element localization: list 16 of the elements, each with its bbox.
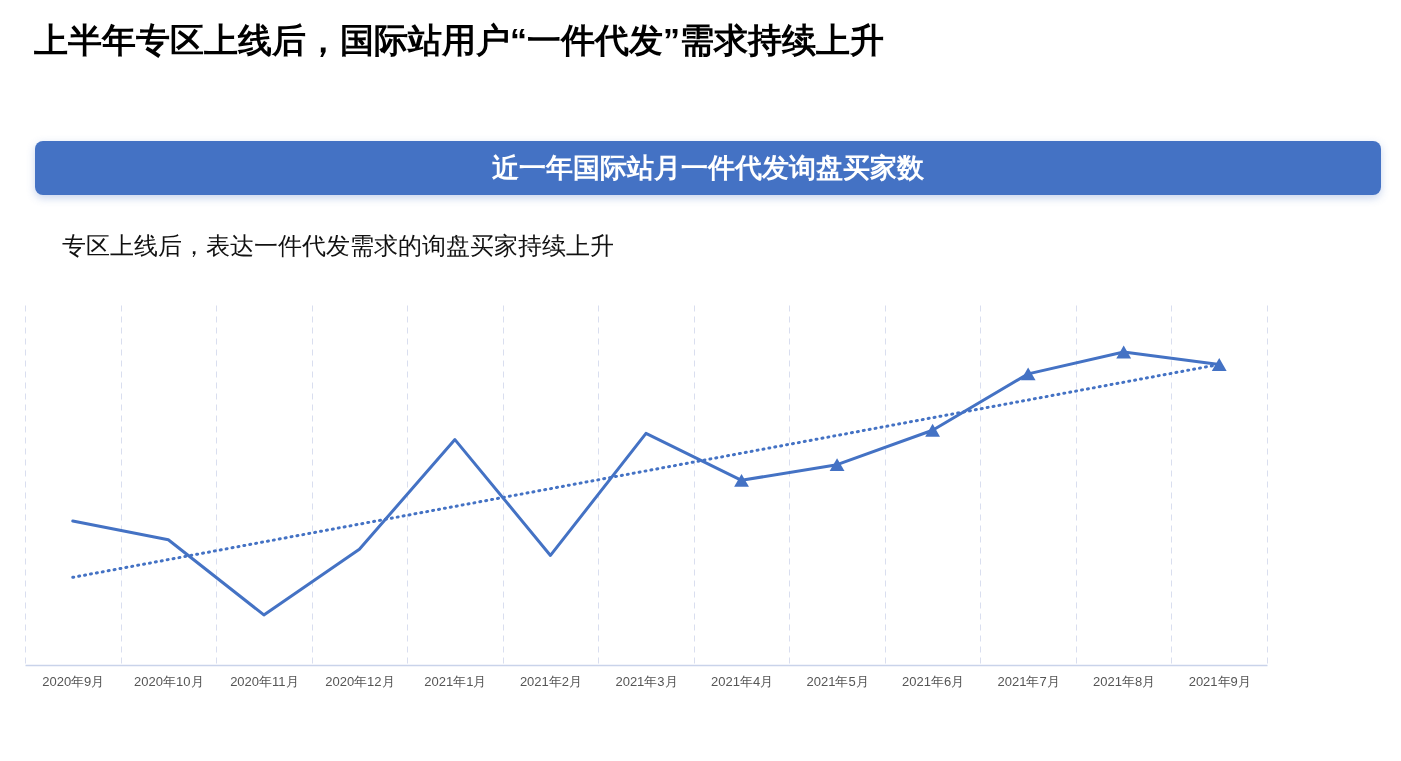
chart-subtitle: 近一年国际站月一件代发询盘买家数 xyxy=(35,141,1381,195)
x-tick-label: 2021年5月 xyxy=(806,673,869,689)
x-tick-label: 2021年3月 xyxy=(615,673,678,689)
x-tick-label: 2021年7月 xyxy=(997,673,1060,689)
x-tick-label: 2020年9月 xyxy=(42,673,105,689)
x-tick-label: 2020年11月 xyxy=(230,673,299,689)
chart-title: 上半年专区上线后，国际站用户“一件代发”需求持续上升 xyxy=(34,20,884,61)
x-tick-label: 2021年1月 xyxy=(424,673,487,689)
x-tick-label: 2021年4月 xyxy=(710,673,774,689)
text: 专区上线后，表达一件代发需求的询盘买家持续上升 xyxy=(62,231,614,261)
x-tick-label: 2020年10月 xyxy=(134,673,204,689)
x-tick-label: 2021年9月 xyxy=(1188,673,1251,689)
x-tick-label: 2021年2月 xyxy=(519,673,583,689)
x-tick-label: 2021年8月 xyxy=(1093,673,1156,689)
x-tick-label: 2021年6月 xyxy=(902,673,965,689)
x-tick-label: 2020年12月 xyxy=(325,673,395,689)
